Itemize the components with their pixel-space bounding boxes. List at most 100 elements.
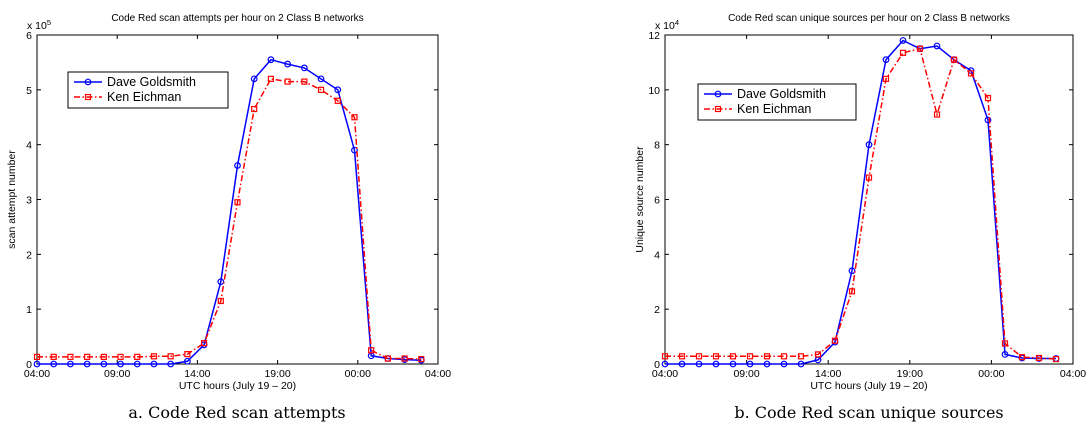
data-point-2 xyxy=(401,355,408,362)
chart-unique-sources: Code Red scan unique sources per hour on… xyxy=(634,13,1086,422)
data-point-1 xyxy=(351,146,358,154)
chart-scan-attempts: Code Red scan attempts per hour on 2 Cla… xyxy=(6,13,451,422)
data-point-1 xyxy=(67,360,74,368)
y-multiplier-base: x 10 xyxy=(27,20,47,32)
x-tick-label: 09:00 xyxy=(733,368,759,380)
data-point-2 xyxy=(678,353,686,360)
data-point-1 xyxy=(933,42,941,50)
y-tick-label: 0 xyxy=(654,359,660,371)
data-point-2 xyxy=(418,355,425,363)
data-point-2 xyxy=(334,97,341,104)
legend-label-1: Dave Goldsmith xyxy=(107,75,196,89)
data-point-2 xyxy=(234,199,241,206)
data-point-1 xyxy=(317,75,325,83)
data-point-2 xyxy=(301,78,308,85)
legend-box xyxy=(67,71,229,109)
data-point-2 xyxy=(117,353,124,360)
data-point-2 xyxy=(882,75,890,82)
legend-box xyxy=(697,83,857,121)
data-point-2 xyxy=(251,105,258,113)
data-point-1 xyxy=(284,60,292,68)
y-tick-label: 3 xyxy=(26,195,32,207)
data-point-1 xyxy=(797,360,805,368)
y-tick-label: 0 xyxy=(26,359,32,371)
data-point-1 xyxy=(984,116,992,124)
y-tick-label: 5 xyxy=(26,85,32,97)
data-point-1 xyxy=(100,360,108,368)
y-tick-label: 10 xyxy=(648,85,660,97)
x-tick-label: 09:00 xyxy=(104,368,130,380)
y-multiplier: x 104 xyxy=(655,18,679,32)
data-point-1 xyxy=(300,64,308,72)
data-point-1 xyxy=(334,86,342,94)
data-point-1 xyxy=(882,56,890,64)
data-point-1 xyxy=(150,360,158,368)
data-point-2 xyxy=(865,174,873,181)
data-point-2 xyxy=(967,70,975,77)
data-point-2 xyxy=(916,45,924,52)
chart-title: Code Red scan unique sources per hour on… xyxy=(728,13,1010,24)
y-tick-label: 4 xyxy=(26,140,32,152)
data-point-1 xyxy=(183,357,191,365)
data-point-1 xyxy=(678,360,686,368)
data-point-2 xyxy=(1052,355,1060,363)
legend-label-2: Ken Eichman xyxy=(737,102,811,116)
data-point-1 xyxy=(1001,351,1009,358)
legend-label-2: Ken Eichman xyxy=(107,90,181,104)
data-point-2 xyxy=(134,353,141,360)
data-point-2 xyxy=(661,353,669,360)
data-point-1 xyxy=(780,360,788,368)
chart-title: Code Red scan attempts per hour on 2 Cla… xyxy=(111,13,363,24)
y-tick-label: 12 xyxy=(648,30,660,42)
data-point-2 xyxy=(746,353,754,360)
data-point-2 xyxy=(950,56,958,63)
data-point-2 xyxy=(284,78,291,85)
y-tick-label: 2 xyxy=(654,304,660,316)
x-tick-label: 00:00 xyxy=(978,368,1004,380)
y-axis-label: scan attempt number xyxy=(6,150,18,249)
data-point-2 xyxy=(933,111,941,118)
y-multiplier-exponent: 4 xyxy=(675,18,679,27)
data-point-2 xyxy=(1018,354,1026,361)
data-point-1 xyxy=(133,360,141,368)
legend-label-1: Dave Goldsmith xyxy=(737,87,826,101)
data-point-2 xyxy=(814,351,822,358)
data-point-2 xyxy=(217,297,224,305)
data-point-2 xyxy=(50,353,57,360)
data-point-2 xyxy=(729,353,737,360)
data-point-2 xyxy=(712,353,720,360)
legend-marker-2 xyxy=(84,93,92,101)
data-point-1 xyxy=(267,56,275,64)
data-point-2 xyxy=(384,355,391,362)
y-multiplier-base: x 10 xyxy=(655,20,675,32)
data-point-2 xyxy=(368,347,375,354)
data-point-1 xyxy=(729,360,737,368)
data-point-2 xyxy=(150,353,158,360)
x-axis-label: UTC hours (July 19 – 20) xyxy=(179,380,296,392)
data-point-2 xyxy=(167,353,174,360)
y-tick-label: 6 xyxy=(654,195,660,207)
data-point-1 xyxy=(661,360,669,368)
figure-caption: b. Code Red scan unique sources xyxy=(734,403,1003,422)
x-tick-label: 19:00 xyxy=(264,368,290,380)
x-tick-label: 14:00 xyxy=(815,368,841,380)
data-point-1 xyxy=(33,360,41,368)
data-point-1 xyxy=(763,360,771,368)
x-tick-label: 00:00 xyxy=(345,368,371,380)
legend-marker-2 xyxy=(714,105,722,113)
x-axis-label: UTC hours (July 19 – 20) xyxy=(810,380,927,392)
data-point-2 xyxy=(67,353,74,360)
x-tick-label: 04:00 xyxy=(425,368,451,380)
data-point-2 xyxy=(831,337,839,344)
y-tick-label: 2 xyxy=(26,249,32,261)
data-point-2 xyxy=(763,353,771,360)
data-point-1 xyxy=(865,141,873,149)
data-point-2 xyxy=(797,353,805,360)
figure-caption: a. Code Red scan attempts xyxy=(128,403,345,422)
data-point-2 xyxy=(317,86,325,93)
data-point-1 xyxy=(250,75,258,83)
data-point-1 xyxy=(83,360,91,368)
y-tick-label: 4 xyxy=(654,249,660,261)
